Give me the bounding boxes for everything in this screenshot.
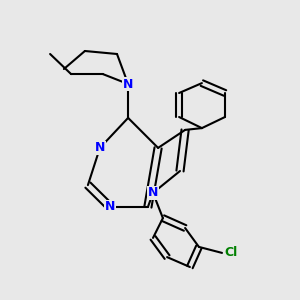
Text: N: N — [123, 77, 133, 91]
Text: N: N — [105, 200, 115, 214]
Text: N: N — [148, 186, 158, 200]
Text: Cl: Cl — [224, 246, 238, 260]
Text: N: N — [95, 141, 105, 154]
